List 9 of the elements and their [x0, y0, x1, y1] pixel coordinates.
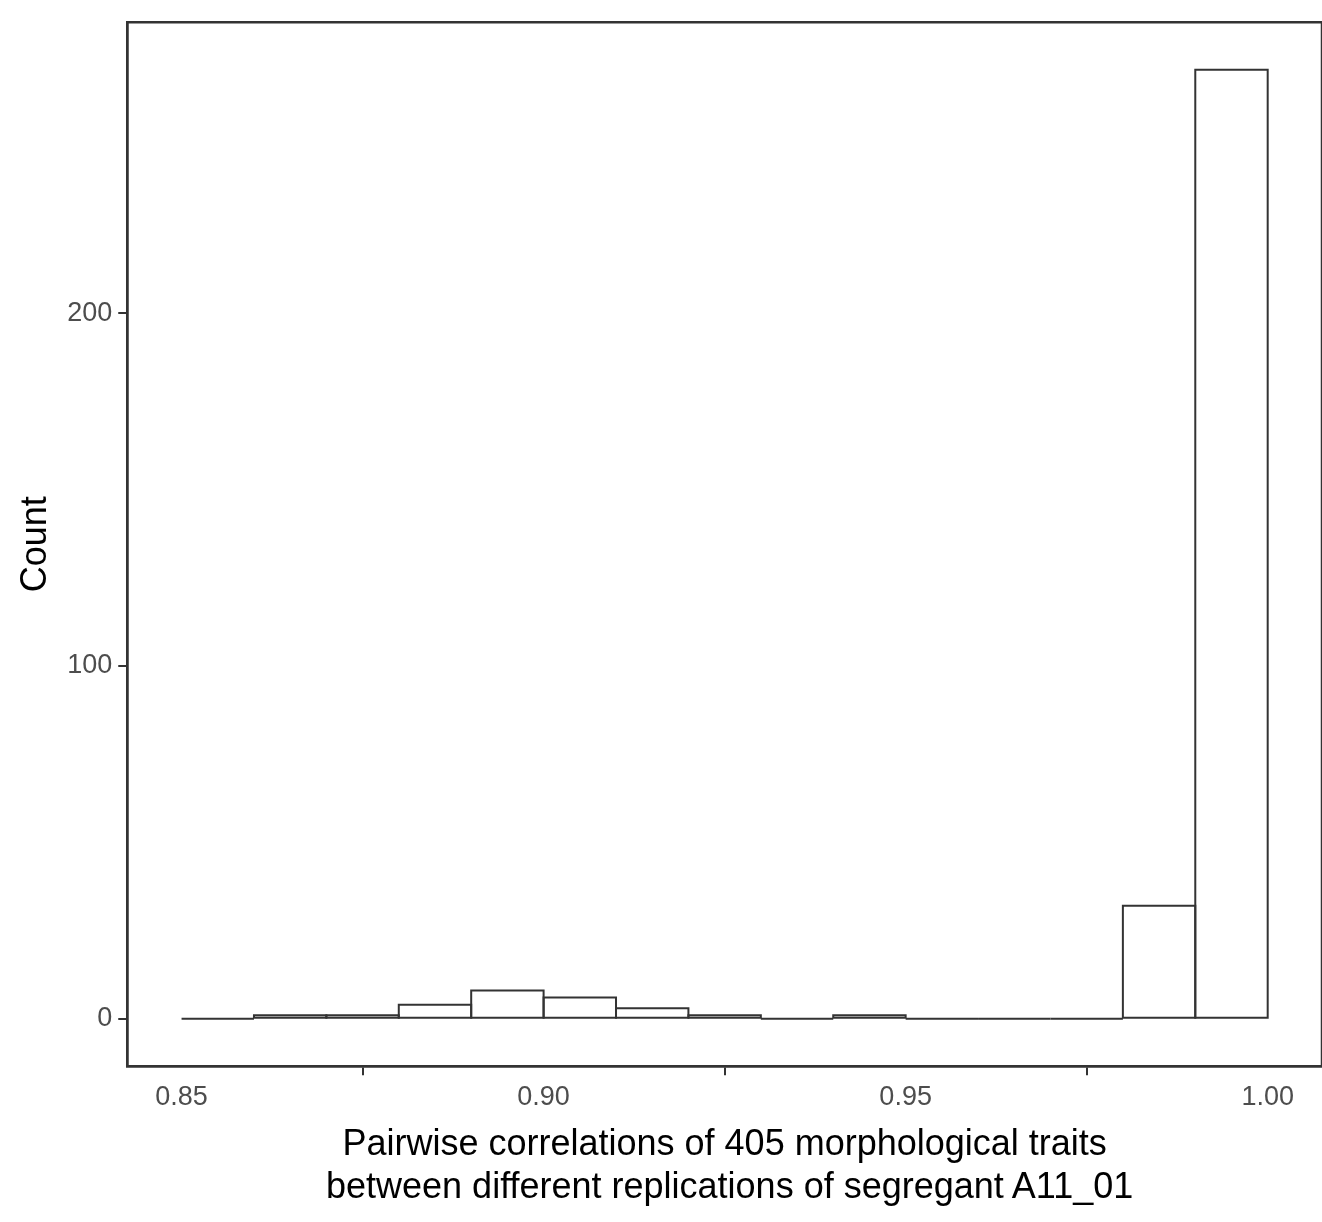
y-axis-title: Count	[12, 496, 54, 593]
y-tick-label: 100	[67, 649, 113, 680]
x-axis-title: Pairwise correlations of 405 morphological traits between different replications of segregant A11_01	[316, 1122, 1134, 1207]
y-tick-label: 0	[97, 1002, 113, 1033]
y-tick-label: 200	[67, 296, 113, 327]
x-tick-label: 0.90	[517, 1080, 570, 1111]
x-tick-label: 1.00	[1241, 1080, 1294, 1111]
x-tick-label: 0.85	[155, 1080, 208, 1111]
x-tick-label: 0.95	[879, 1080, 932, 1111]
